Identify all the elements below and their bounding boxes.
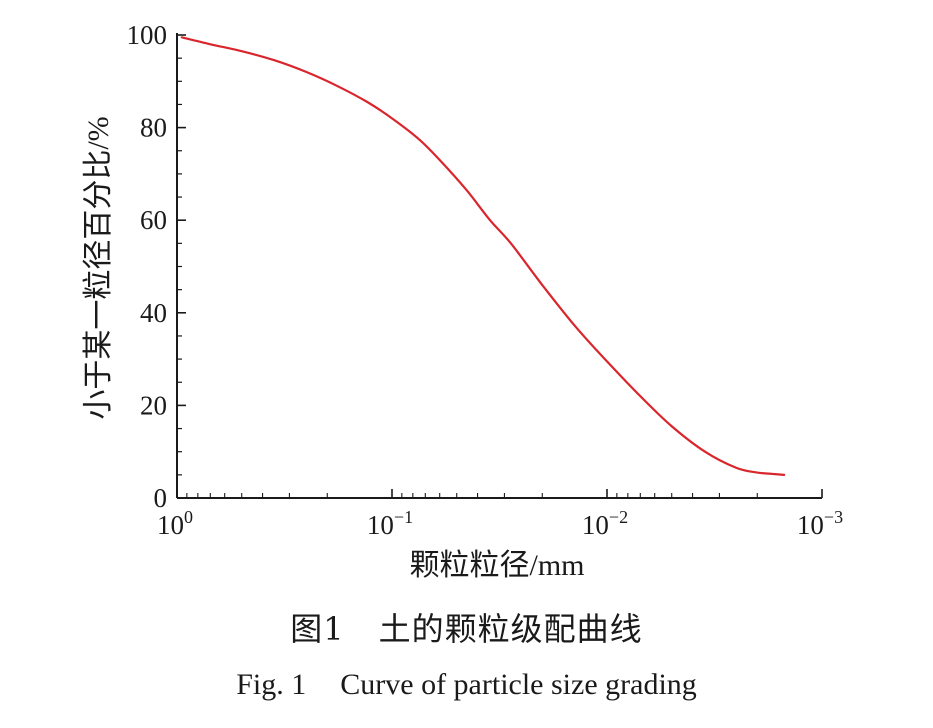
grading-curve-chart: 0 20 40 60 80 100 100 10−1 10−2 10−3 颗粒粒径/mm 小于某一… <box>82 20 844 582</box>
x-tick-label: 10−2 <box>582 507 628 540</box>
y-tick-label: 0 <box>154 483 168 513</box>
x-axis-label: 颗粒粒径/mm <box>409 549 584 582</box>
figure-title-en: Curve of particle size grading <box>340 668 697 701</box>
axes <box>176 33 822 499</box>
figure-number-cn: 图1 <box>290 610 345 648</box>
tick-labels: 0 20 40 60 80 100 100 10−1 10−2 10−3 <box>127 20 844 540</box>
figure-title-cn: 土的颗粒级配曲线 <box>378 610 643 648</box>
y-tick-label: 80 <box>140 113 167 143</box>
grading-curve-line <box>180 36 786 476</box>
figure-number-en: Fig. 1 <box>236 668 307 701</box>
figure-caption-chinese: 图1 土的颗粒级配曲线 <box>0 604 933 650</box>
series-layer <box>180 36 786 476</box>
x-tick-label: 10−3 <box>797 507 843 540</box>
y-tick-label: 40 <box>140 298 167 328</box>
y-tick-label: 60 <box>140 205 167 235</box>
y-tick-label: 20 <box>140 390 167 420</box>
y-axis-label: 小于某一粒径百分比/% <box>82 116 115 419</box>
x-tick-label: 100 <box>157 507 193 540</box>
x-tick-label: 10−1 <box>367 507 413 540</box>
y-tick-label: 100 <box>127 20 168 50</box>
ticks <box>176 34 823 499</box>
figure-caption-english: Fig. 1 Curve of particle size grading <box>0 668 933 702</box>
